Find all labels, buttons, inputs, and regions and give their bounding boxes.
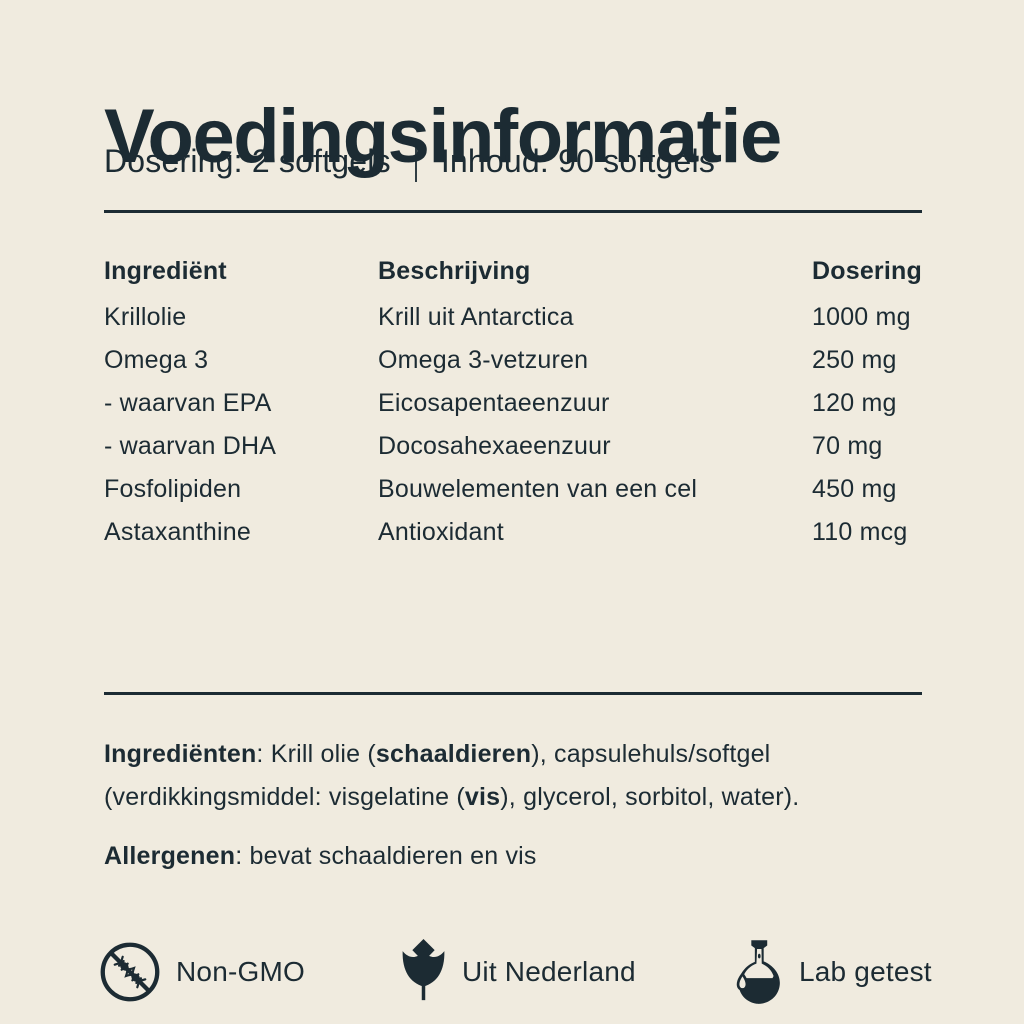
lab-flask-icon	[731, 938, 784, 1006]
header-ingredient: Ingrediënt	[104, 257, 227, 285]
non-gmo-icon	[99, 941, 161, 1003]
header-description: Beschrijving	[378, 257, 531, 285]
ingredient-cell: - waarvan DHA	[104, 432, 277, 460]
table-row: Omega 3 Omega 3-vetzuren 250 mg	[104, 339, 944, 382]
ingredient-cell: Astaxanthine	[104, 518, 251, 546]
table-row: Fosfolipiden Bouwelementen van een cel 4…	[104, 468, 944, 511]
badge-uit-nederland: Uit Nederland	[400, 932, 636, 1012]
description-cell: Docosahexaeenzuur	[378, 432, 611, 460]
badge-label: Uit Nederland	[462, 956, 636, 987]
page-title: Voedingsinformatie	[104, 93, 782, 179]
dose-per-serving: Dosering: 2 softgels	[104, 142, 391, 179]
ingredients-statement: Ingrediënten: Krill olie (schaaldieren),…	[104, 740, 800, 811]
ingredients-table: Ingrediënt Beschrijving Dosering Krillol…	[104, 250, 944, 554]
ingredient-cell: Krillolie	[104, 303, 187, 331]
description-cell: Omega 3-vetzuren	[378, 346, 589, 374]
description-cell: Bouwelementen van een cel	[378, 475, 698, 503]
description-cell: Antioxidant	[378, 518, 504, 546]
divider-rule-bottom	[104, 692, 922, 695]
dosage-cell: 70 mg	[812, 432, 883, 460]
dosage-cell: 110 mcg	[812, 518, 908, 546]
divider-rule-top	[104, 210, 922, 213]
tulip-icon	[400, 939, 447, 1005]
description-cell: Eicosapentaeenzuur	[378, 389, 610, 417]
table-header-row: Ingrediënt Beschrijving Dosering	[104, 250, 944, 293]
dosage-cell: 120 mg	[812, 389, 897, 417]
table-row: Krillolie Krill uit Antarctica 1000 mg	[104, 296, 944, 339]
package-contents: Inhoud: 90 softgels	[440, 142, 716, 179]
badge-lab-getest: Lab getest	[731, 932, 932, 1012]
ingredient-cell: - waarvan EPA	[104, 389, 272, 417]
ingredient-cell: Fosfolipiden	[104, 475, 242, 503]
table-row: - waarvan EPA Eicosapentaeenzuur 120 mg	[104, 382, 944, 425]
dosage-cell: 450 mg	[812, 475, 897, 503]
badge-non-gmo: Non-GMO	[99, 932, 305, 1012]
subtitle-divider	[414, 140, 417, 182]
dosage-cell: 1000 mg	[812, 303, 911, 331]
badge-label: Lab getest	[799, 956, 932, 987]
dosage-cell: 250 mg	[812, 346, 897, 374]
dosage-subtitle: Dosering: 2 softgels Inhoud: 90 softgels	[104, 140, 715, 182]
table-row: - waarvan DHA Docosahexaeenzuur 70 mg	[104, 425, 944, 468]
description-cell: Krill uit Antarctica	[378, 303, 574, 331]
table-row: Astaxanthine Antioxidant 110 mcg	[104, 511, 944, 554]
badge-row: Non-GMO Uit Nederland Lab	[0, 932, 1024, 1012]
ingredient-cell: Omega 3	[104, 346, 209, 374]
header-dosage: Dosering	[812, 257, 922, 285]
allergens-statement: Allergenen: bevat schaaldieren en vis	[104, 842, 537, 870]
badge-label: Non-GMO	[176, 956, 305, 987]
